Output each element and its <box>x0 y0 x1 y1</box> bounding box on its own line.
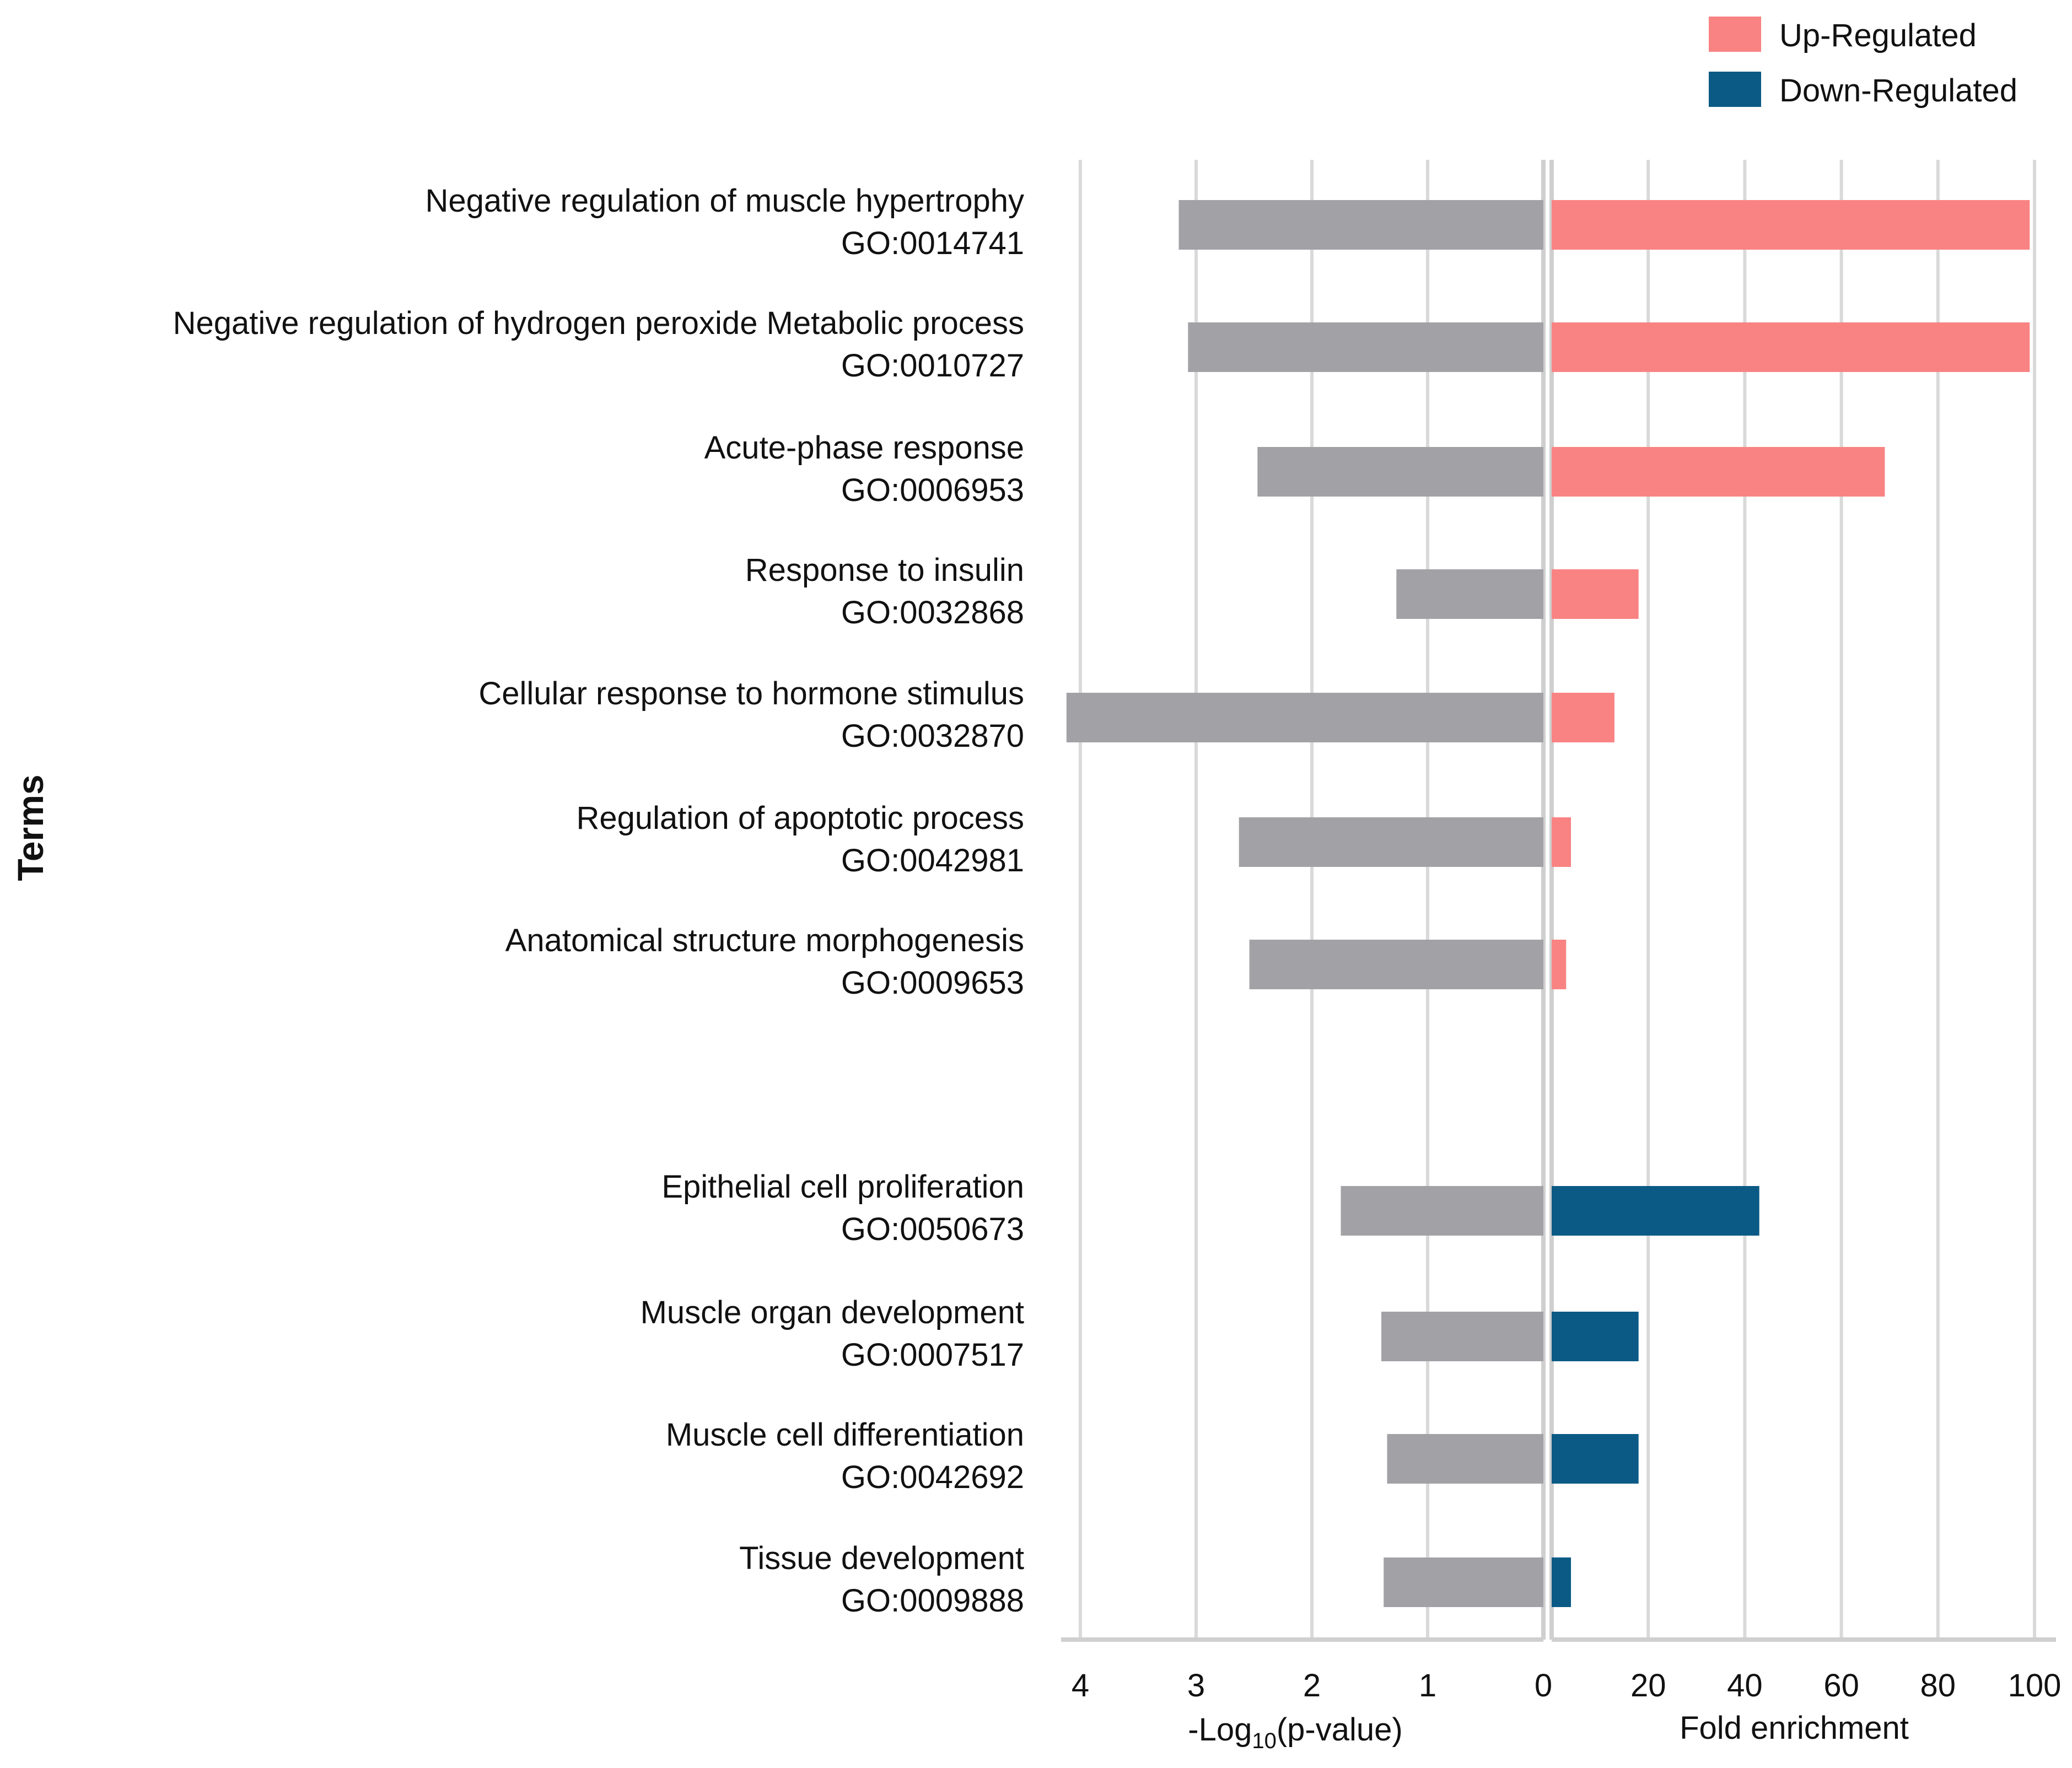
term-go-id: GO:0009653 <box>841 965 1024 1001</box>
legend: Up-Regulated Down-Regulated <box>1709 17 2017 109</box>
p-value-bar <box>1341 1186 1543 1236</box>
right-x-axis-title: Fold enrichment <box>1680 1710 1909 1746</box>
term-go-id: GO:0042981 <box>841 843 1024 878</box>
fold-enrichment-bar <box>1552 447 1885 497</box>
p-value-bar <box>1188 322 1543 372</box>
term-name: Anatomical structure morphogenesis <box>505 923 1024 958</box>
grid-lines <box>1079 160 2036 1640</box>
right-tick-label: 80 <box>1920 1668 1956 1704</box>
term-labels: Negative regulation of muscle hypertroph… <box>173 183 1024 1619</box>
p-value-bar <box>1384 1557 1543 1607</box>
p-value-bar <box>1066 693 1543 742</box>
term-go-id: GO:0032868 <box>841 595 1024 630</box>
term-name: Regulation of apoptotic process <box>576 800 1024 836</box>
left-tick-label: 3 <box>1187 1668 1205 1704</box>
left-x-axis-title: -Log10(p-value) <box>1188 1712 1402 1753</box>
term-go-id: GO:0009888 <box>841 1583 1024 1619</box>
term-name: Negative regulation of muscle hypertroph… <box>426 183 1024 219</box>
p-value-bar <box>1239 817 1543 867</box>
fold-enrichment-bar <box>1552 1186 1759 1236</box>
legend-label-up-regulated: Up-Regulated <box>1779 18 1977 53</box>
fold-enrichment-bar <box>1552 940 1567 989</box>
p-value-bar <box>1381 1312 1543 1361</box>
term-name: Response to insulin <box>745 552 1024 588</box>
fold-enrichment-bars <box>1552 200 2030 1607</box>
fold-enrichment-bar <box>1552 1557 1572 1607</box>
term-name: Muscle cell differentiation <box>666 1417 1024 1453</box>
p-value-bar <box>1396 569 1543 619</box>
fold-enrichment-bar <box>1552 817 1572 867</box>
fold-enrichment-bar <box>1552 569 1639 619</box>
left-tick-label: 1 <box>1419 1668 1436 1704</box>
term-name: Cellular response to hormone stimulus <box>478 676 1024 711</box>
right-tick-label: 20 <box>1630 1668 1666 1704</box>
term-go-id: GO:0006953 <box>841 472 1024 508</box>
left-tick-label: 2 <box>1303 1668 1321 1704</box>
term-go-id: GO:0032870 <box>841 718 1024 754</box>
fold-enrichment-bar <box>1552 322 2030 372</box>
left-tick-label: 4 <box>1072 1668 1089 1704</box>
fold-enrichment-bar <box>1552 1312 1639 1361</box>
legend-label-down-regulated: Down-Regulated <box>1779 73 2017 109</box>
term-name: Tissue development <box>739 1540 1024 1576</box>
p-value-bar <box>1387 1434 1543 1484</box>
fold-enrichment-bar <box>1552 693 1614 742</box>
right-tick-label: 100 <box>2008 1668 2062 1704</box>
left-tick-label: 0 <box>1535 1668 1552 1704</box>
y-axis-title: Terms <box>10 774 51 881</box>
p-value-bar <box>1249 940 1543 989</box>
fold-enrichment-bar <box>1552 1434 1639 1484</box>
term-go-id: GO:0010727 <box>841 348 1024 384</box>
term-name: Muscle organ development <box>641 1295 1024 1330</box>
term-name: Acute-phase response <box>704 430 1024 466</box>
p-value-bar <box>1257 447 1543 497</box>
right-tick-label: 60 <box>1823 1668 1859 1704</box>
fold-enrichment-bar <box>1552 200 2030 250</box>
legend-swatch-up-regulated <box>1709 17 1761 52</box>
p-value-bars <box>1066 200 1543 1607</box>
p-value-bar <box>1178 200 1543 250</box>
term-go-id: GO:0007517 <box>841 1337 1024 1373</box>
right-tick-label: 40 <box>1727 1668 1763 1704</box>
axes: 4 3 2 1 0 20 40 60 80 100 <box>1061 1637 2062 1704</box>
term-go-id: GO:0014741 <box>841 225 1024 261</box>
term-name: Epithelial cell proliferation <box>661 1169 1024 1205</box>
term-go-id: GO:0042692 <box>841 1459 1024 1495</box>
legend-swatch-down-regulated <box>1709 72 1761 107</box>
term-go-id: GO:0050673 <box>841 1211 1024 1247</box>
term-name: Negative regulation of hydrogen peroxide… <box>173 305 1024 341</box>
